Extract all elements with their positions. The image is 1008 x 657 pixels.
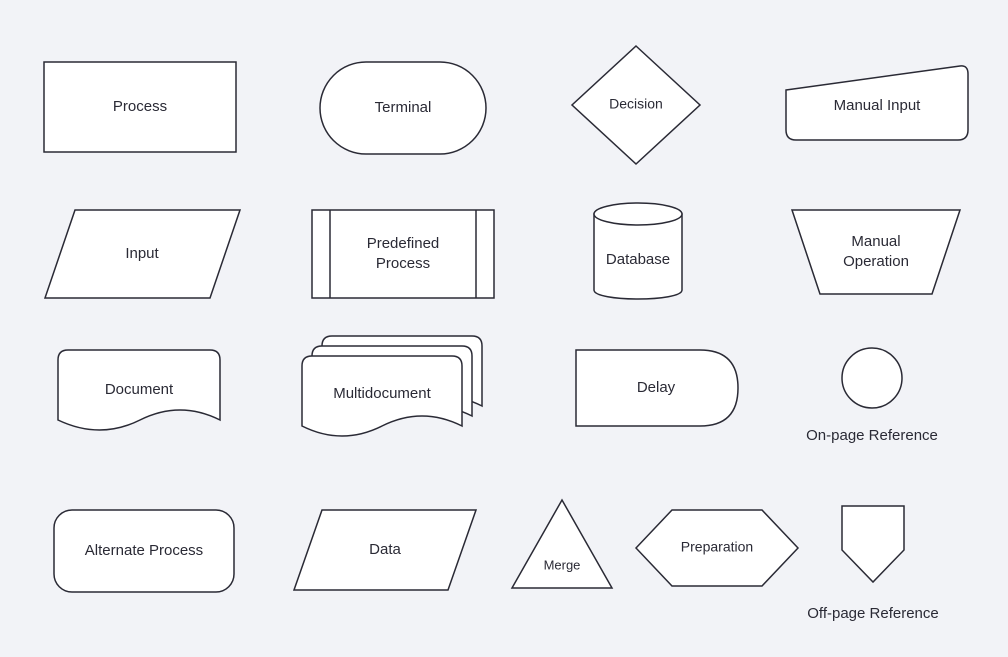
shape-input: Input — [45, 210, 240, 298]
shape-data: Data — [294, 510, 476, 590]
label-predefined-process-1: Predefined — [367, 235, 440, 252]
label-data: Data — [369, 541, 401, 558]
label-on-page-reference: On-page Reference — [806, 427, 938, 444]
shape-on-page-reference: On-page Reference — [806, 348, 938, 444]
shape-predefined-process: Predefined Process — [312, 210, 494, 298]
shape-preparation: Preparation — [636, 510, 798, 586]
shape-manual-operation: Manual Operation — [792, 210, 960, 294]
label-manual-input: Manual Input — [834, 97, 922, 114]
label-predefined-process-2: Process — [376, 255, 430, 272]
shape-multidocument: Multidocument — [302, 336, 482, 436]
shape-alternate-process: Alternate Process — [54, 510, 234, 592]
label-preparation: Preparation — [681, 539, 753, 555]
shape-decision: Decision — [572, 46, 700, 164]
label-merge: Merge — [544, 557, 581, 572]
shape-database: Database — [594, 203, 682, 299]
label-input: Input — [125, 245, 159, 262]
shape-process: Process — [44, 62, 236, 152]
flowchart-shapes-diagram: Process Terminal Decision Manual Input I… — [0, 0, 1008, 657]
label-off-page-reference: Off-page Reference — [807, 605, 938, 622]
label-terminal: Terminal — [375, 99, 432, 116]
shape-merge: Merge — [512, 500, 612, 588]
label-manual-operation-1: Manual — [851, 233, 900, 250]
label-process: Process — [113, 98, 167, 115]
label-decision: Decision — [609, 96, 663, 112]
label-manual-operation-2: Operation — [843, 253, 909, 270]
label-delay: Delay — [637, 379, 676, 396]
label-multidocument: Multidocument — [333, 385, 431, 402]
label-database: Database — [606, 251, 670, 268]
label-document: Document — [105, 381, 174, 398]
shape-manual-input: Manual Input — [786, 66, 968, 140]
shape-document: Document — [58, 350, 220, 430]
shape-terminal: Terminal — [320, 62, 486, 154]
shape-delay: Delay — [576, 350, 738, 426]
label-alternate-process: Alternate Process — [85, 542, 203, 559]
shape-off-page-reference: Off-page Reference — [807, 506, 938, 622]
